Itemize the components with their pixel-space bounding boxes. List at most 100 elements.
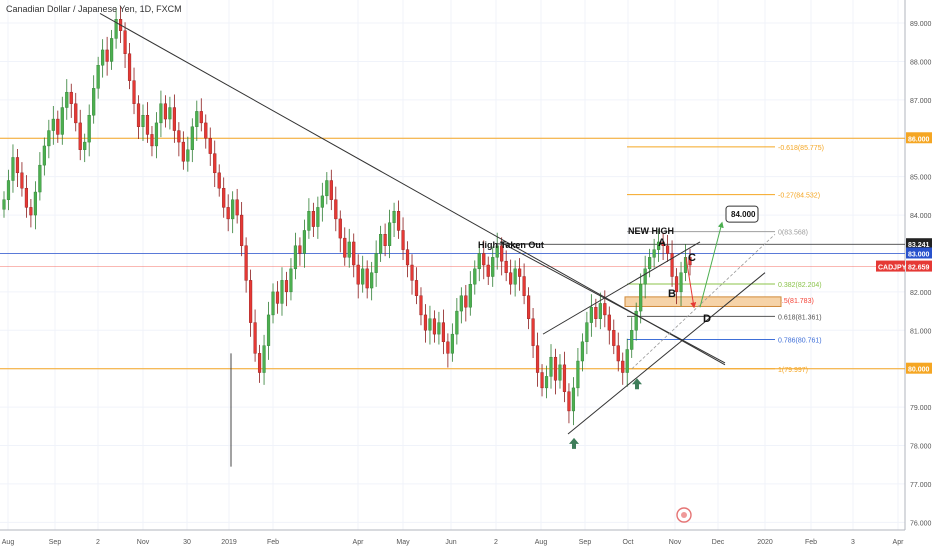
price-tag-bg	[906, 238, 932, 250]
candle-body	[630, 330, 634, 350]
candle-body	[257, 353, 262, 373]
candle-body	[186, 149, 190, 162]
candle	[482, 240, 486, 280]
candle	[145, 102, 150, 143]
candle	[679, 261, 683, 307]
candle	[181, 131, 185, 170]
candle-body	[311, 211, 315, 227]
candle-body	[38, 164, 42, 193]
candle	[370, 261, 374, 301]
candle	[141, 104, 145, 141]
candle-body	[356, 264, 360, 285]
candle	[47, 119, 51, 159]
chart-title: Canadian Dollar / Japanese Yen, 1D, FXCM	[6, 4, 182, 14]
candle-body	[208, 138, 212, 154]
candle	[446, 333, 450, 368]
x-tick-label: Nov	[137, 539, 150, 546]
fib-label: 0.5(81.783)	[778, 298, 814, 305]
candle	[558, 354, 562, 389]
candle-body	[567, 391, 571, 412]
candle-body	[24, 187, 29, 208]
candle-body	[307, 211, 311, 231]
candle-body	[361, 268, 365, 285]
candle	[674, 268, 679, 305]
candle	[625, 338, 629, 387]
candle	[544, 365, 549, 399]
candle	[15, 149, 20, 188]
candle-body	[549, 356, 553, 377]
candle	[51, 106, 55, 145]
candle-body	[674, 276, 679, 293]
candle	[665, 235, 670, 262]
candle-body	[562, 364, 567, 392]
candle-body	[343, 237, 347, 258]
candle	[365, 260, 369, 299]
candle	[657, 228, 661, 262]
candle	[110, 29, 114, 70]
candle-body	[616, 345, 620, 362]
candle	[634, 302, 638, 341]
candle-body	[679, 272, 683, 293]
candle	[589, 294, 593, 337]
y-tick-label: 89.000	[910, 21, 932, 28]
candle-body	[486, 264, 490, 277]
candle	[320, 182, 324, 222]
candle-body	[504, 260, 508, 273]
candle	[401, 217, 405, 261]
candle	[325, 172, 329, 205]
candle-body	[249, 280, 253, 323]
price-tag-bg	[906, 260, 932, 272]
x-tick-label: Feb	[805, 539, 817, 546]
candle	[222, 177, 226, 218]
candle-body	[518, 268, 522, 277]
candle	[374, 240, 378, 287]
candle	[571, 377, 576, 426]
x-tick-label: Sep	[49, 539, 62, 546]
candle-body	[446, 341, 450, 354]
candle-body	[459, 295, 463, 312]
candle-body	[553, 356, 558, 381]
candle-body	[150, 134, 154, 147]
candle-body	[540, 372, 544, 389]
candle-body	[284, 280, 289, 293]
candle-body	[405, 249, 410, 266]
candle-body	[325, 180, 329, 197]
candle	[392, 202, 396, 237]
price-tag-label: 82.659	[908, 265, 930, 272]
x-tick-label: Sep	[579, 539, 592, 546]
candle-body	[522, 276, 526, 296]
fib-label: 0.618(81.361)	[778, 314, 822, 321]
target-label: 84.000	[731, 210, 756, 219]
candle	[414, 267, 419, 305]
candle	[347, 228, 351, 268]
candle-body	[352, 241, 356, 266]
x-tick-label: Nov	[669, 539, 682, 546]
candle	[177, 122, 181, 157]
candle	[195, 100, 199, 141]
candle-body	[558, 364, 562, 381]
candle	[284, 271, 289, 307]
candle	[65, 79, 69, 120]
candle	[92, 75, 96, 124]
candle	[495, 232, 499, 270]
candle	[464, 284, 468, 322]
x-tick-label: 30	[183, 539, 191, 546]
fib-label: 0.382(82.204)	[778, 282, 822, 289]
candle-body	[338, 218, 342, 239]
candle-body	[114, 19, 118, 39]
candle-body	[585, 322, 589, 343]
candle-body	[271, 291, 275, 316]
candle-body	[374, 253, 378, 273]
candle-body	[648, 257, 652, 270]
price-tag-label: 83.000	[908, 251, 930, 258]
candle-body	[513, 268, 517, 285]
candle-body	[482, 253, 486, 266]
x-tick-label: Jun	[445, 539, 456, 546]
candle	[616, 332, 620, 372]
candle-body	[298, 245, 302, 254]
candle-body	[661, 241, 665, 246]
candle-body	[172, 107, 176, 131]
candle	[652, 238, 656, 268]
